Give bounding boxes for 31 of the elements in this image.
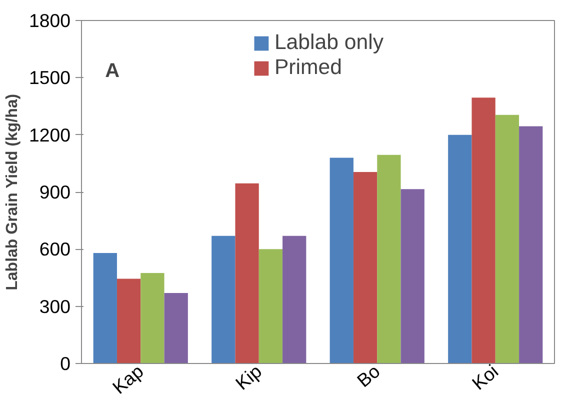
x-tick-label: Kip <box>231 360 266 394</box>
annotation: A <box>105 60 120 82</box>
bar <box>519 126 543 364</box>
y-tick-label: 1800 <box>28 10 71 31</box>
bar <box>377 154 401 364</box>
legend-label: Primed <box>274 55 342 80</box>
bar <box>164 292 188 364</box>
x-tick-label: Bo <box>352 360 384 392</box>
y-tick-label: 300 <box>39 296 71 317</box>
bar <box>472 98 496 364</box>
y-tick-label: 1500 <box>28 67 71 88</box>
bar <box>93 252 117 364</box>
y-tick-label: 600 <box>39 238 71 260</box>
bar <box>353 172 378 364</box>
legend-label: Lablab only <box>274 30 384 55</box>
bar <box>330 158 354 364</box>
bar <box>212 236 236 364</box>
bar <box>448 134 472 364</box>
bar <box>258 249 283 364</box>
y-tick-label: 1200 <box>28 124 71 146</box>
bar <box>116 278 141 364</box>
bar <box>235 183 259 364</box>
bar <box>495 114 520 364</box>
y-tick-label: 0 <box>60 353 71 374</box>
bar <box>282 236 306 364</box>
y-axis-title: Lablab Grain Yield (kg/ha) <box>4 94 21 290</box>
bar <box>400 189 424 364</box>
bar <box>140 272 164 364</box>
x-tick-label: Kap <box>108 360 148 398</box>
x-tick-label: Koi <box>468 360 502 394</box>
y-tick-label: 900 <box>39 182 71 202</box>
